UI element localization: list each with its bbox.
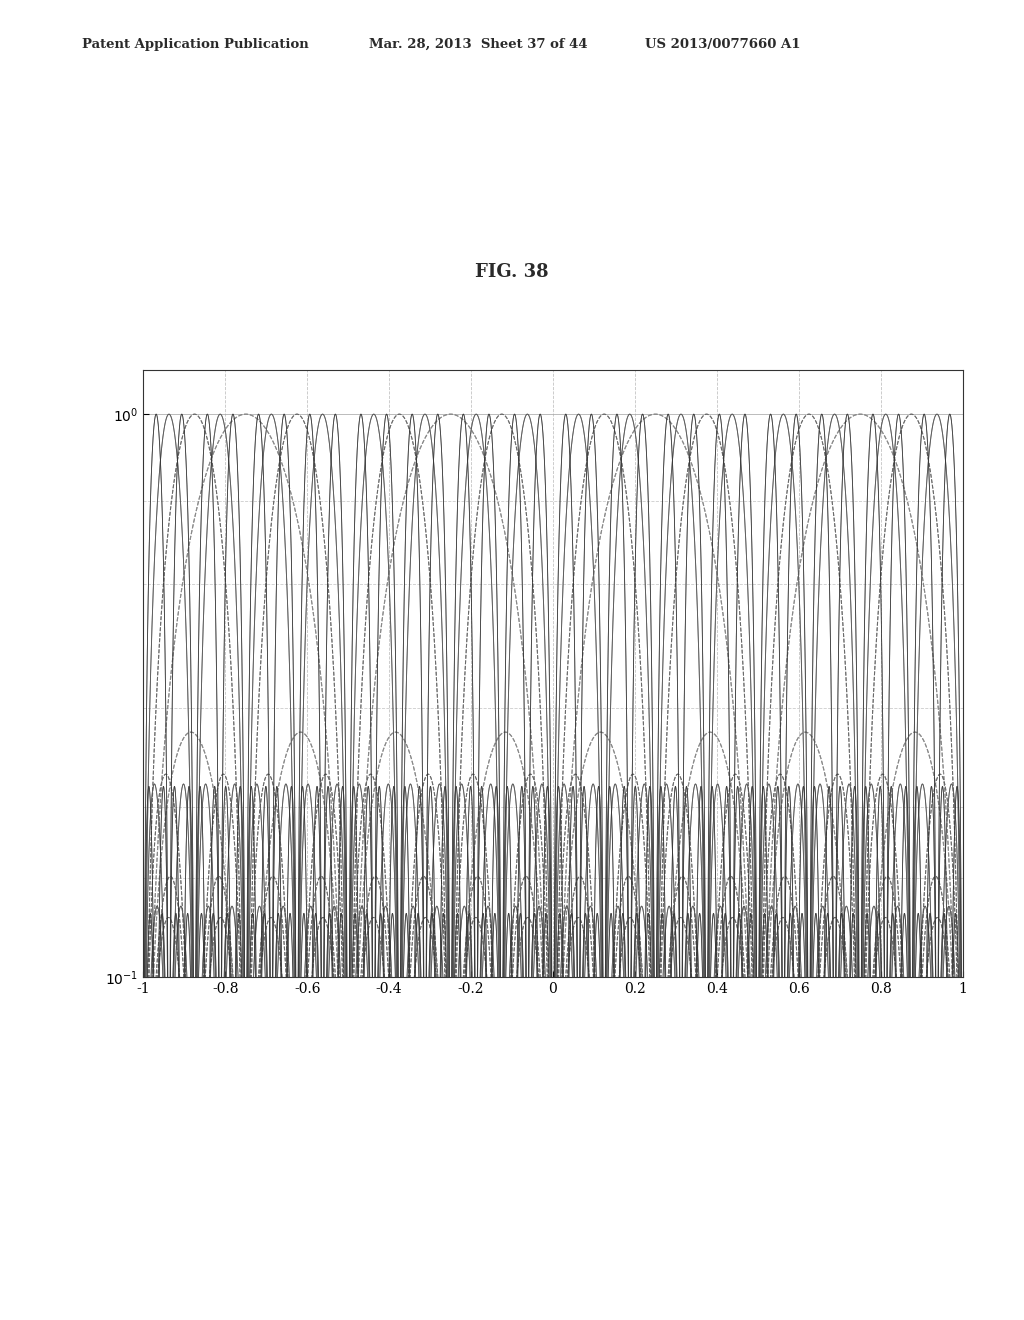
Text: US 2013/0077660 A1: US 2013/0077660 A1 <box>645 37 801 50</box>
Text: Patent Application Publication: Patent Application Publication <box>82 37 308 50</box>
Text: FIG. 38: FIG. 38 <box>475 263 549 281</box>
Text: Mar. 28, 2013  Sheet 37 of 44: Mar. 28, 2013 Sheet 37 of 44 <box>369 37 588 50</box>
